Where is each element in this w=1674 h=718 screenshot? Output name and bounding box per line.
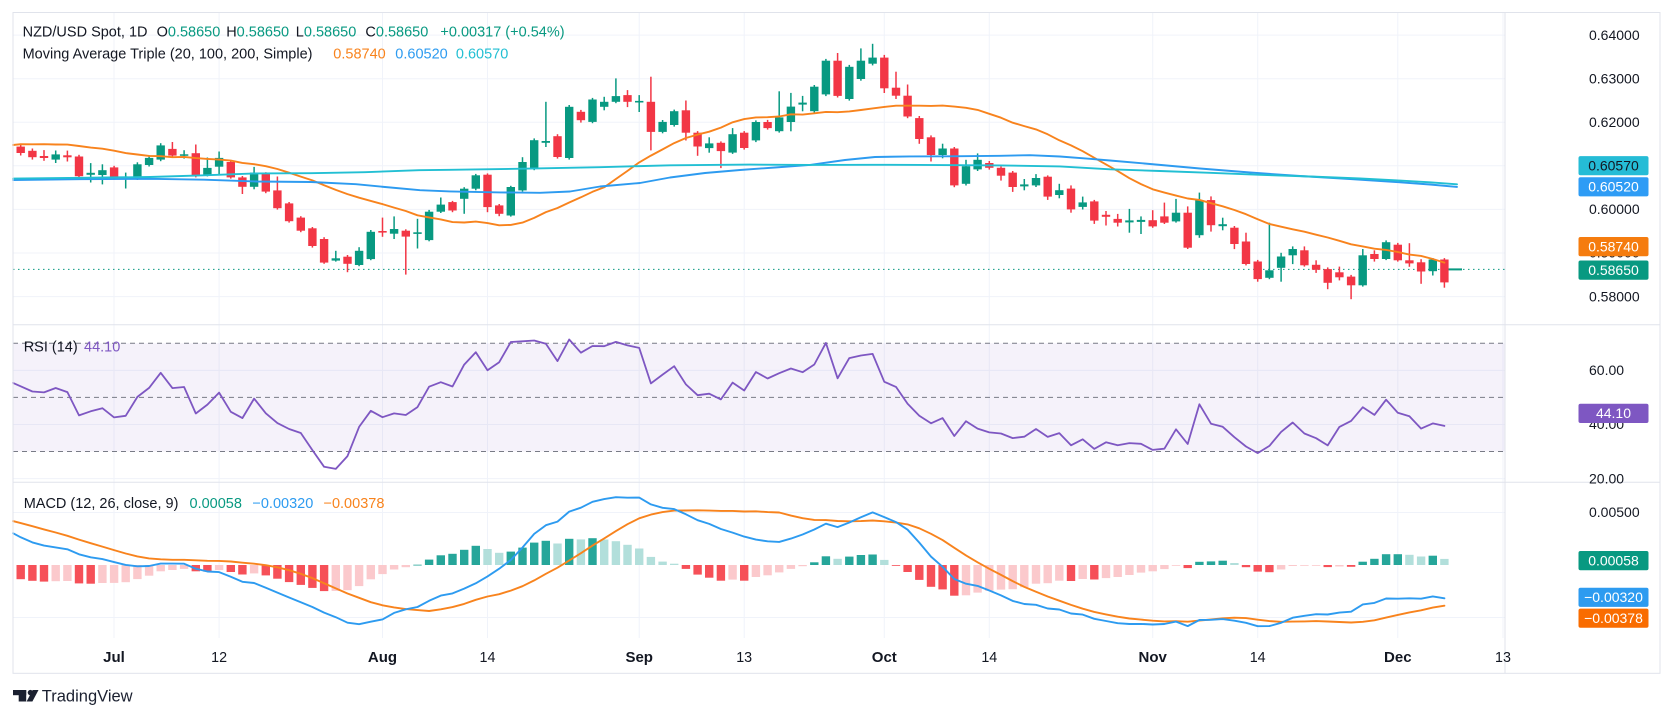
svg-text:0.58740: 0.58740 — [1588, 238, 1639, 254]
svg-text:0.62000: 0.62000 — [1589, 114, 1640, 130]
svg-text:44.10: 44.10 — [1596, 405, 1631, 421]
svg-text:0.60520: 0.60520 — [395, 47, 447, 63]
svg-text:O0.58650: O0.58650 — [157, 25, 221, 41]
svg-text:0.58000: 0.58000 — [1589, 288, 1640, 304]
svg-text:13: 13 — [736, 650, 752, 666]
svg-text:MACD (12, 26, close, 9): MACD (12, 26, close, 9) — [24, 496, 179, 512]
svg-text:0.64000: 0.64000 — [1589, 27, 1640, 43]
svg-text:20.00: 20.00 — [1589, 470, 1624, 486]
svg-text:0.60520: 0.60520 — [1588, 179, 1639, 195]
svg-text:L0.58650: L0.58650 — [296, 25, 357, 41]
svg-text:0.63000: 0.63000 — [1589, 70, 1640, 86]
svg-text:14: 14 — [981, 650, 997, 666]
svg-text:14: 14 — [1250, 650, 1266, 666]
svg-text:44.10: 44.10 — [84, 340, 120, 356]
svg-text:TradingView: TradingView — [42, 688, 133, 706]
svg-text:Oct: Oct — [872, 649, 897, 666]
svg-text:0.00058: 0.00058 — [1588, 552, 1639, 568]
svg-text:0.58650: 0.58650 — [1588, 262, 1639, 278]
svg-text:Nov: Nov — [1139, 649, 1168, 666]
svg-text:Aug: Aug — [368, 649, 397, 666]
svg-text:60.00: 60.00 — [1589, 362, 1624, 378]
svg-text:H0.58650: H0.58650 — [226, 25, 289, 41]
svg-text:0.60570: 0.60570 — [1588, 157, 1639, 173]
svg-text:Sep: Sep — [625, 649, 653, 666]
svg-text:Dec: Dec — [1384, 649, 1412, 666]
svg-text:NZD/USD Spot, 1D: NZD/USD Spot, 1D — [23, 25, 148, 41]
svg-text:0.58740: 0.58740 — [333, 47, 385, 63]
svg-text:12: 12 — [211, 650, 227, 666]
svg-text:13: 13 — [1495, 650, 1511, 666]
svg-text:−0.00320: −0.00320 — [252, 496, 313, 512]
svg-text:0.00058: 0.00058 — [190, 496, 242, 512]
svg-text:0.60000: 0.60000 — [1589, 201, 1640, 217]
svg-text:Jul: Jul — [103, 649, 125, 666]
svg-text:RSI (14): RSI (14) — [24, 340, 78, 356]
svg-text:0.60570: 0.60570 — [456, 47, 508, 63]
svg-text:Moving Average Triple (20, 100: Moving Average Triple (20, 100, 200, Sim… — [23, 47, 313, 63]
svg-text:−0.00378: −0.00378 — [324, 496, 385, 512]
svg-text:C0.58650: C0.58650 — [365, 25, 428, 41]
svg-text:14: 14 — [480, 650, 496, 666]
svg-text:0.00500: 0.00500 — [1589, 504, 1640, 520]
svg-text:−0.00320: −0.00320 — [1584, 589, 1643, 605]
svg-text:−0.00378: −0.00378 — [1584, 610, 1643, 626]
svg-text:+0.00317 (+0.54%): +0.00317 (+0.54%) — [440, 25, 564, 41]
